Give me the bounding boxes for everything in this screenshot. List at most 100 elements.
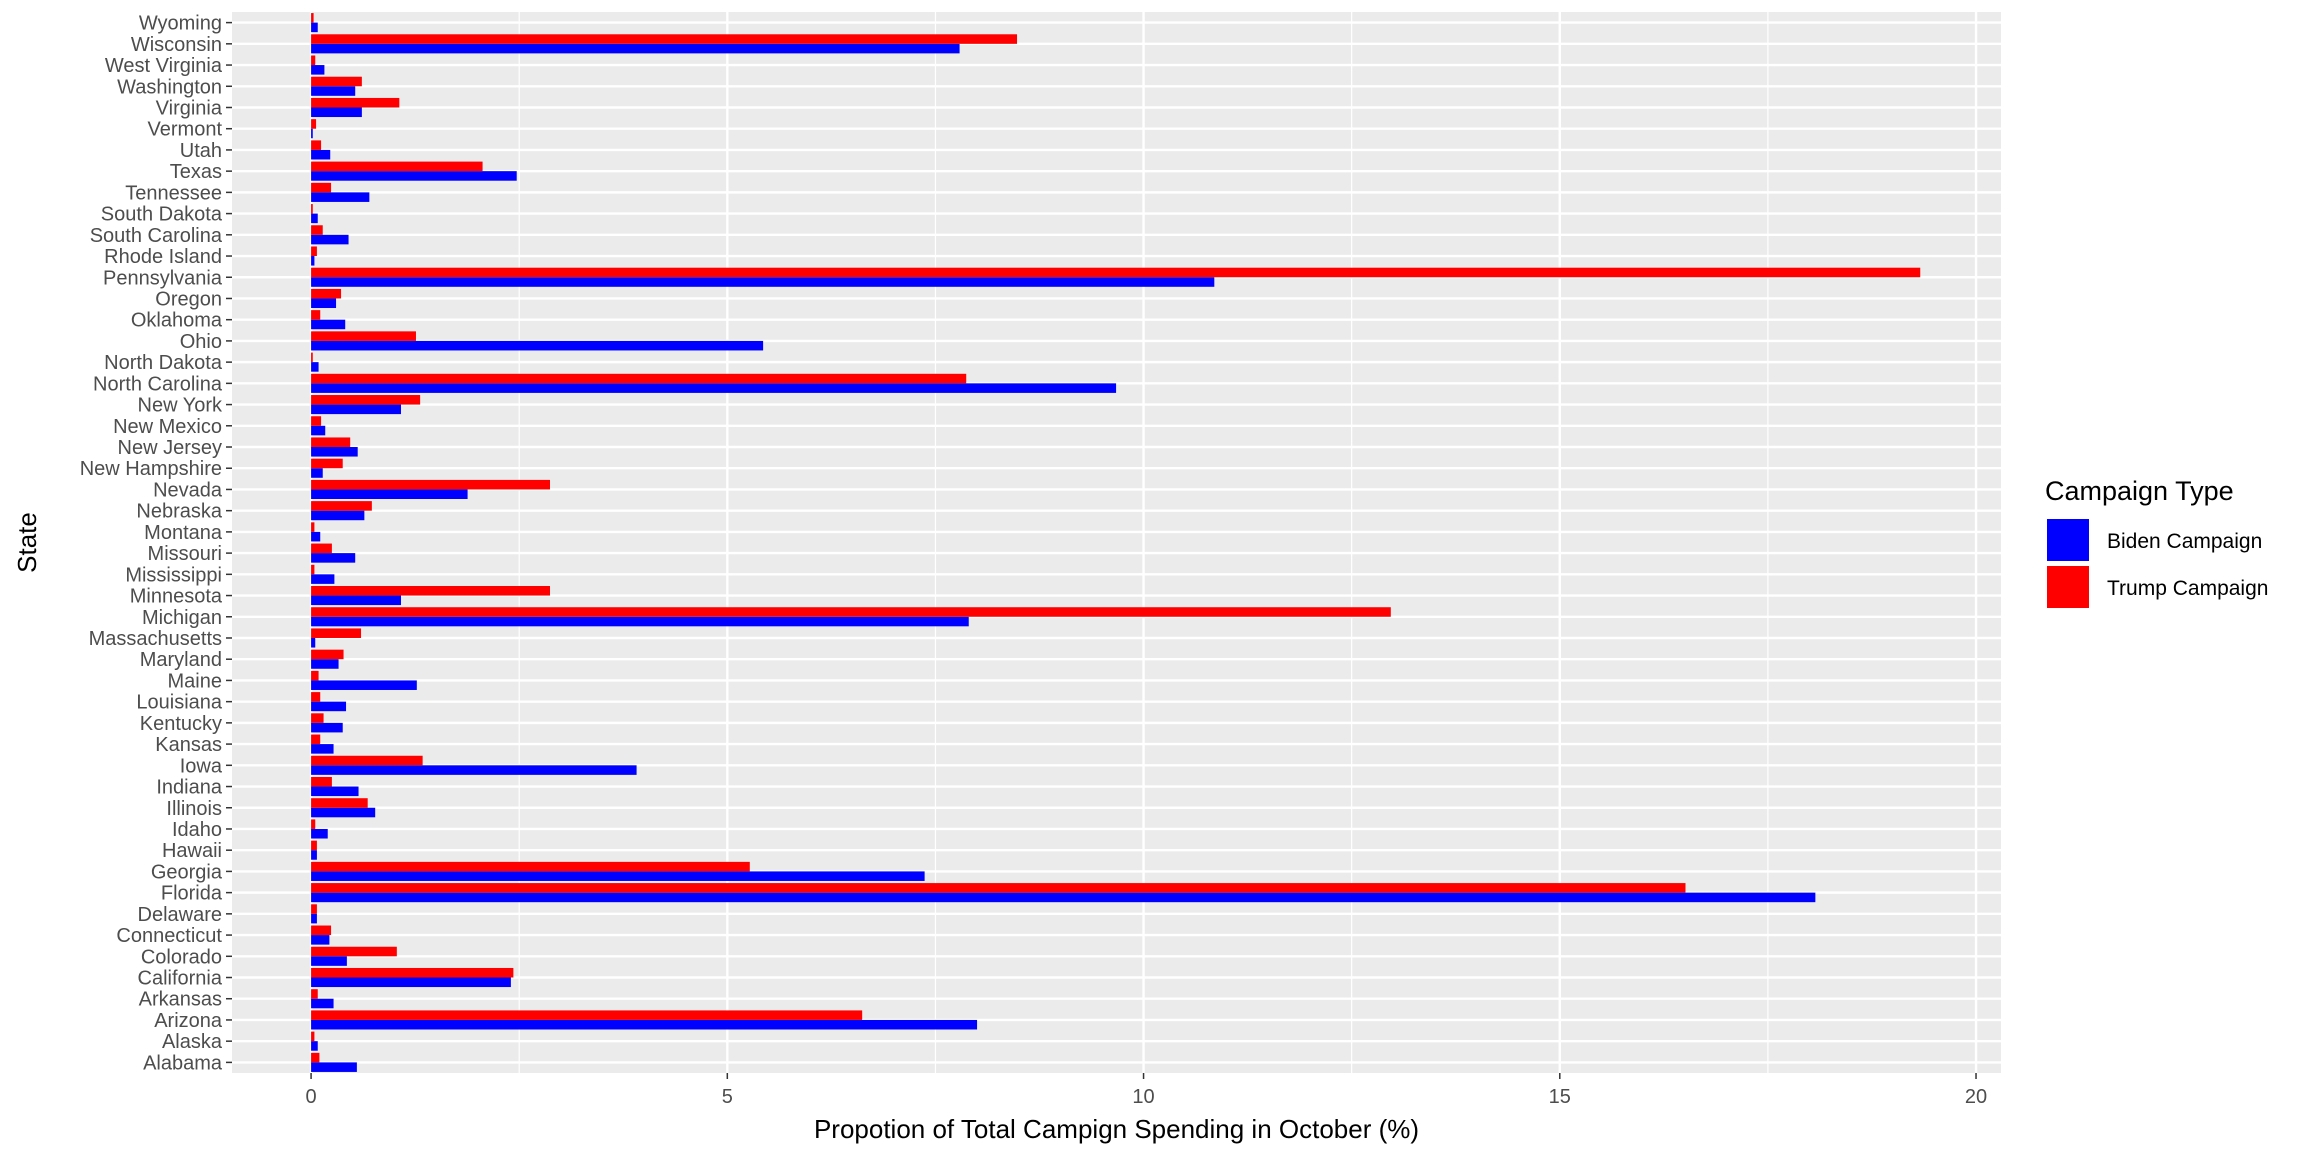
- legend: Campaign Type Biden Campaign Trump Campai…: [2045, 476, 2268, 608]
- y-tick-label: Minnesota: [130, 586, 223, 608]
- y-tick-label: West Virginia: [105, 55, 223, 77]
- y-tick-label: Maryland: [140, 649, 222, 671]
- bar-trump: [311, 501, 372, 511]
- bar-trump: [311, 97, 400, 108]
- y-tick-label: Michigan: [142, 607, 222, 629]
- bar-biden: [311, 256, 315, 266]
- bar-biden: [311, 234, 349, 245]
- bar-trump: [311, 182, 332, 193]
- y-tick-label: Ohio: [180, 331, 222, 353]
- bar-biden: [311, 637, 316, 648]
- bar-trump: [311, 13, 314, 23]
- y-tick-label: Alaska: [162, 1031, 223, 1053]
- bar-biden: [311, 616, 969, 627]
- bar-trump: [311, 225, 323, 235]
- y-tick-label: Arkansas: [139, 989, 222, 1011]
- y-tick-label: Texas: [170, 161, 222, 183]
- y-tick-label: New York: [138, 395, 223, 417]
- bar-trump: [311, 458, 343, 469]
- bar-trump: [311, 543, 332, 554]
- y-tick-label: Wisconsin: [131, 34, 222, 56]
- bar-biden: [311, 43, 960, 54]
- bar-trump: [311, 310, 321, 320]
- bar-trump: [311, 395, 421, 405]
- bar-trump: [311, 713, 324, 723]
- bar-trump: [311, 586, 551, 596]
- bar-biden: [311, 1019, 978, 1030]
- y-tick-label: Montana: [144, 522, 223, 544]
- x-axis-title: Propotion of Total Campign Spending in O…: [814, 1114, 1419, 1144]
- bar-biden: [311, 383, 1117, 393]
- y-axis: AlabamaAlaskaArizonaArkansasCaliforniaCo…: [80, 13, 232, 1074]
- y-tick-label: Illinois: [166, 798, 222, 820]
- y-tick-label: South Dakota: [101, 204, 223, 226]
- bar-biden: [311, 892, 1816, 903]
- x-tick-label: 20: [1965, 1086, 1987, 1108]
- y-tick-label: Mississippi: [125, 564, 222, 586]
- bar-trump: [311, 776, 332, 787]
- y-tick-label: Virginia: [156, 97, 223, 119]
- y-axis-title: State: [12, 512, 42, 573]
- y-tick-label: Utah: [180, 140, 222, 162]
- bar-biden: [311, 998, 334, 1009]
- y-tick-label: Colorado: [141, 946, 222, 968]
- bar-biden: [311, 744, 334, 754]
- bar-trump: [311, 1031, 315, 1042]
- bar-trump: [311, 204, 313, 214]
- y-tick-label: Massachusetts: [89, 628, 222, 650]
- bar-biden: [311, 171, 517, 181]
- bar-biden: [311, 128, 313, 139]
- bar-trump: [311, 904, 317, 914]
- legend-key-biden: [2047, 519, 2089, 561]
- y-tick-label: New Jersey: [118, 437, 222, 459]
- bar-biden: [311, 786, 359, 797]
- y-tick-label: Iowa: [180, 755, 223, 777]
- y-tick-label: Pennsylvania: [103, 267, 223, 289]
- legend-title: Campaign Type: [2045, 476, 2234, 506]
- bar-biden: [311, 1041, 318, 1051]
- bar-trump: [311, 607, 1391, 617]
- bar-biden: [311, 319, 346, 330]
- bar-trump: [311, 479, 551, 490]
- bar-biden: [311, 1062, 357, 1072]
- bar-trump: [311, 288, 342, 299]
- bar-trump: [311, 840, 317, 851]
- bar-biden: [311, 553, 356, 563]
- bar-biden: [311, 213, 318, 224]
- bar-biden: [311, 192, 370, 202]
- bar-trump: [311, 246, 317, 257]
- y-tick-label: Idaho: [172, 819, 222, 841]
- bar-trump: [311, 883, 1686, 893]
- bar-biden: [311, 107, 362, 118]
- x-tick-label: 15: [1549, 1086, 1571, 1108]
- bar-biden: [311, 404, 401, 415]
- bar-trump: [311, 861, 750, 872]
- bar-biden: [311, 913, 317, 924]
- x-tick-label: 10: [1132, 1086, 1154, 1108]
- y-tick-label: Rhode Island: [104, 246, 222, 268]
- bar-trump: [311, 1010, 863, 1020]
- bar-trump: [311, 522, 315, 532]
- bar-trump: [311, 416, 322, 426]
- y-tick-label: Alabama: [143, 1052, 223, 1074]
- bar-biden: [311, 850, 317, 860]
- bar-trump: [311, 1052, 320, 1063]
- bar-biden: [311, 298, 337, 309]
- bar-trump: [311, 989, 318, 999]
- bar-trump: [311, 819, 316, 829]
- bar-trump: [311, 34, 1018, 44]
- bar-trump: [311, 161, 483, 172]
- bar-biden: [311, 510, 365, 521]
- y-tick-label: Indiana: [156, 777, 222, 799]
- bar-biden: [311, 362, 319, 372]
- bar-biden: [311, 956, 347, 966]
- bar-biden: [311, 828, 328, 839]
- bar-biden: [311, 722, 343, 733]
- y-tick-label: North Dakota: [104, 352, 223, 374]
- y-tick-label: Vermont: [148, 119, 223, 141]
- y-tick-label: North Carolina: [93, 373, 223, 395]
- y-tick-label: Maine: [168, 670, 222, 692]
- y-tick-label: Arizona: [154, 1010, 223, 1032]
- bar-biden: [311, 447, 358, 457]
- bar-trump: [311, 649, 344, 660]
